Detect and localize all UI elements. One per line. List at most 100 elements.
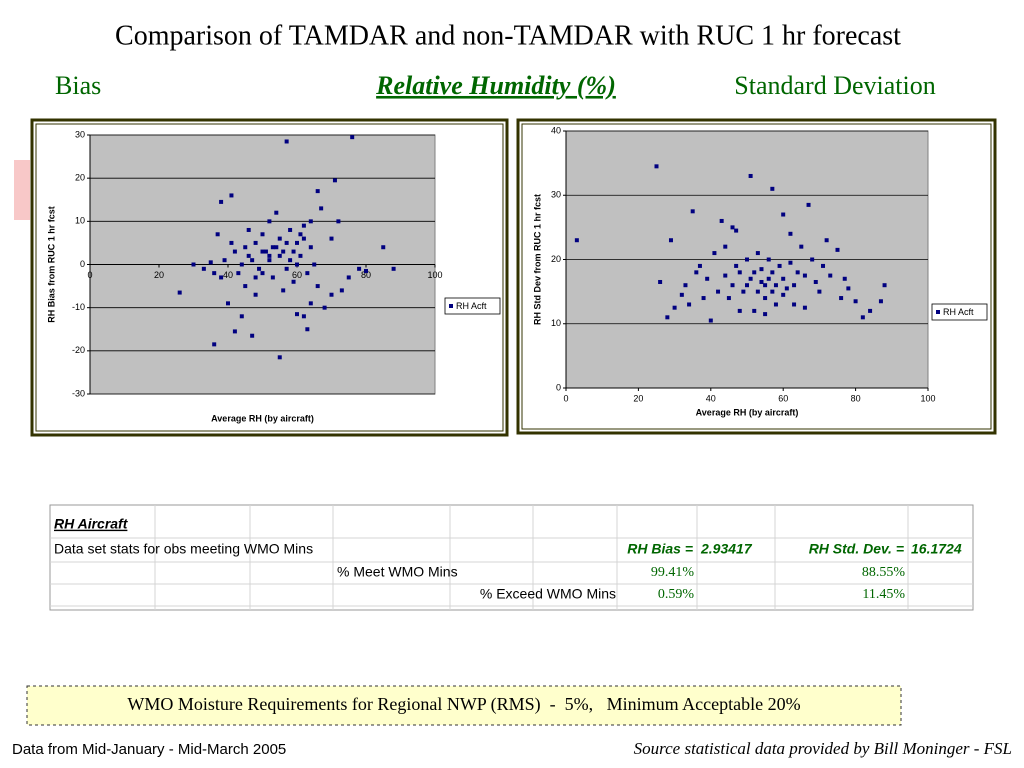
point [802,305,807,310]
point [260,271,265,276]
point [288,258,293,263]
point [277,355,282,360]
point [846,286,851,291]
point [336,219,341,224]
point [381,245,386,250]
y-tick-label: 30 [551,190,561,200]
y-tick-label: 40 [551,125,561,135]
point [745,283,749,288]
point [792,302,797,307]
legend-marker [936,310,940,314]
point [250,333,255,338]
point [239,314,244,319]
y-tick-label: -10 [72,302,85,312]
table-cell: 88.55% [862,565,906,580]
table-grid [50,505,973,610]
point [246,227,251,232]
point [295,262,299,267]
point [737,308,742,313]
point [748,276,753,281]
point [672,305,677,310]
y-tick-label: 0 [556,382,561,392]
x-tick-label: 0 [563,393,568,403]
x-tick-label: 0 [87,270,92,280]
x-tick-label: 100 [427,270,442,280]
point [236,271,241,276]
y-tick-label: 30 [75,129,85,139]
legend-box [931,303,988,321]
point [763,296,768,301]
point [350,135,355,140]
point [243,284,248,289]
point [332,178,337,183]
point [391,266,396,271]
point [257,266,262,271]
y-tick-label: 0 [80,259,85,269]
point [322,305,327,310]
x-axis-title: Average RH (by aircraft) [211,413,314,423]
point [821,263,826,268]
point [319,206,324,211]
point [802,273,807,278]
point [253,292,258,297]
legend: RH Acft [931,303,988,321]
point [835,247,840,252]
table-title: RH Aircraft [54,516,129,532]
point [222,258,227,263]
point [777,263,782,268]
point [773,283,778,288]
point [329,236,334,241]
point [882,283,887,288]
point [708,318,713,323]
point [177,290,182,295]
subtitle-left: Bias [55,71,101,100]
point [842,276,847,281]
point [770,289,775,294]
x-tick-label: 40 [706,393,716,403]
point [298,232,303,237]
point [274,245,279,250]
point [741,289,746,294]
point [212,271,217,276]
stats-table: RH Aircraft Data set stats for obs meeti… [49,504,974,611]
point [284,240,289,245]
x-tick-label: 20 [154,270,164,280]
point [219,275,224,280]
point [668,238,673,243]
legend-marker [449,304,453,308]
point [308,245,313,250]
point [716,289,721,294]
point [712,251,717,256]
point [308,219,313,224]
point [226,301,230,306]
point [315,284,320,289]
point [339,288,344,293]
point [792,283,797,288]
point [267,219,272,224]
point [687,302,692,307]
point [229,193,234,198]
point [763,312,768,317]
point [277,236,282,241]
point [357,266,362,271]
point [770,270,775,275]
x-tick-label: 20 [633,393,643,403]
point [270,245,275,250]
point [690,209,695,214]
point [191,262,196,267]
point [726,296,731,301]
chart-frame-inner [35,123,504,432]
point [839,296,844,301]
point [752,270,757,275]
point [755,251,760,256]
point [308,301,313,306]
point [253,240,258,245]
legend-box [444,297,501,315]
point [232,249,237,254]
point [679,292,684,297]
point [654,164,659,169]
table-cell: 99.41% [651,565,695,580]
point [291,249,296,254]
